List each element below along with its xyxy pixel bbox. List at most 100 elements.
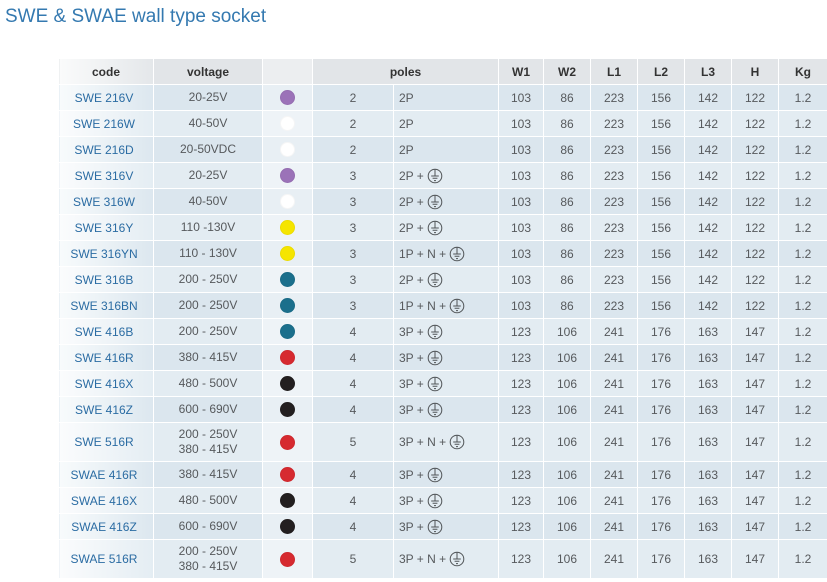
voltage-line: 200 - 250V [178, 324, 238, 338]
l2-cell: 156 [637, 162, 685, 189]
kg-cell: 1.2 [778, 461, 827, 488]
earth-ring [427, 272, 443, 287]
w1-cell: 103 [498, 240, 544, 267]
color-dot-icon [280, 350, 295, 366]
l1-cell: 241 [590, 422, 638, 462]
w2-cell: 86 [543, 292, 591, 319]
l2-cell: 176 [637, 422, 685, 462]
l3-cell: 163 [684, 370, 732, 397]
color-dot-icon [280, 434, 295, 450]
color-dot-icon [280, 519, 295, 535]
w1-cell: 123 [498, 461, 544, 488]
header-l3: L3 [684, 58, 732, 85]
poles-cell: 3P + [393, 487, 499, 514]
poles-cell: 1P + N + [393, 292, 499, 319]
w1-cell: 103 [498, 214, 544, 241]
earth-ground-icon [449, 246, 465, 262]
w1-cell: 123 [498, 422, 544, 462]
h-cell: 122 [731, 84, 779, 111]
code-cell: SWAE 416R [58, 461, 154, 488]
color-cell [262, 422, 313, 462]
voltage-line: 200 - 250V [178, 544, 238, 558]
pole-count-cell: 2 [312, 84, 394, 111]
kg-cell: 1.2 [778, 162, 827, 189]
l1-cell: 223 [590, 188, 638, 215]
table-row: SWE 216W 40-50V 2 2P 103 86 223 156 142 122 1.2 [58, 110, 827, 137]
table-row: SWE 216D 20-50VDC 2 2P 103 86 223 156 142 122 1.2 [58, 136, 827, 163]
kg-cell: 1.2 [778, 370, 827, 397]
table-row: SWE 216V 20-25V 2 2P 103 86 223 156 142 122 1.2 [58, 84, 827, 111]
color-dot-icon [280, 376, 295, 392]
code-cell: SWE 416B [58, 318, 154, 345]
poles-text: 3P + [399, 350, 424, 365]
w1-cell: 103 [498, 136, 544, 163]
kg-cell: 1.2 [778, 396, 827, 423]
color-cell [262, 292, 313, 319]
poles-cell: 3P + N + [393, 539, 499, 579]
w1-cell: 123 [498, 318, 544, 345]
w1-cell: 103 [498, 110, 544, 137]
l1-cell: 241 [590, 513, 638, 540]
earth-bars [431, 324, 439, 337]
kg-cell: 1.2 [778, 110, 827, 137]
earth-ground-icon [449, 298, 465, 314]
color-dot-icon [280, 272, 295, 288]
l1-cell: 223 [590, 266, 638, 293]
w2-cell: 86 [543, 110, 591, 137]
earth-ground-icon [427, 493, 443, 509]
voltage-line: 380 - 415V [178, 350, 238, 364]
w1-cell: 123 [498, 370, 544, 397]
l3-cell: 163 [684, 461, 732, 488]
header-h: H [731, 58, 779, 85]
earth-bars [431, 519, 439, 532]
code-cell: SWE 316W [58, 188, 154, 215]
l1-cell: 241 [590, 370, 638, 397]
color-dot-icon [280, 402, 295, 418]
w1-cell: 103 [498, 188, 544, 215]
pole-count-cell: 4 [312, 513, 394, 540]
l3-cell: 142 [684, 214, 732, 241]
code-cell: SWE 316V [58, 162, 154, 189]
code-cell: SWE 416Z [58, 396, 154, 423]
w2-cell: 86 [543, 188, 591, 215]
earth-ground-symbol [449, 551, 465, 567]
pole-count-cell: 4 [312, 344, 394, 371]
l3-cell: 142 [684, 84, 732, 111]
w2-cell: 106 [543, 318, 591, 345]
code-cell: SWAE 516R [58, 539, 154, 579]
l1-cell: 241 [590, 396, 638, 423]
earth-ground-icon [427, 324, 443, 340]
earth-ground-icon [449, 551, 465, 567]
earth-bars [431, 350, 439, 363]
w1-cell: 123 [498, 487, 544, 514]
voltage-cell: 380 - 415V [153, 344, 263, 371]
pole-count-cell: 2 [312, 110, 394, 137]
l2-cell: 156 [637, 266, 685, 293]
poles-text: 1P + N + [399, 246, 447, 261]
voltage-line: 480 - 500V [178, 493, 238, 507]
pole-count-cell: 3 [312, 292, 394, 319]
kg-cell: 1.2 [778, 84, 827, 111]
l2-cell: 156 [637, 136, 685, 163]
h-cell: 122 [731, 266, 779, 293]
earth-ring [427, 376, 443, 391]
earth-ground-symbol [427, 194, 443, 209]
poles-cell: 2P [393, 136, 499, 163]
color-cell [262, 513, 313, 540]
w2-cell: 86 [543, 214, 591, 241]
color-dot-icon [280, 168, 295, 184]
voltage-cell: 480 - 500V [153, 487, 263, 514]
color-cell [262, 539, 313, 579]
l2-cell: 156 [637, 110, 685, 137]
table-row: SWE 416Z 600 - 690V 4 3P + 123 106 241 176 163 14… [58, 396, 827, 423]
poles-cell: 3P + [393, 318, 499, 345]
pole-count-cell: 2 [312, 136, 394, 163]
h-cell: 122 [731, 292, 779, 319]
l3-cell: 163 [684, 396, 732, 423]
color-cell [262, 461, 313, 488]
table-row: SWAE 416Z 600 - 690V 4 3P +123 106 241 176 163 1… [58, 513, 827, 540]
poles-text: 3P + [399, 402, 424, 417]
color-dot-icon [280, 551, 295, 567]
code-cell: SWE 216W [58, 110, 154, 137]
code-cell: SWE 316YN [58, 240, 154, 267]
